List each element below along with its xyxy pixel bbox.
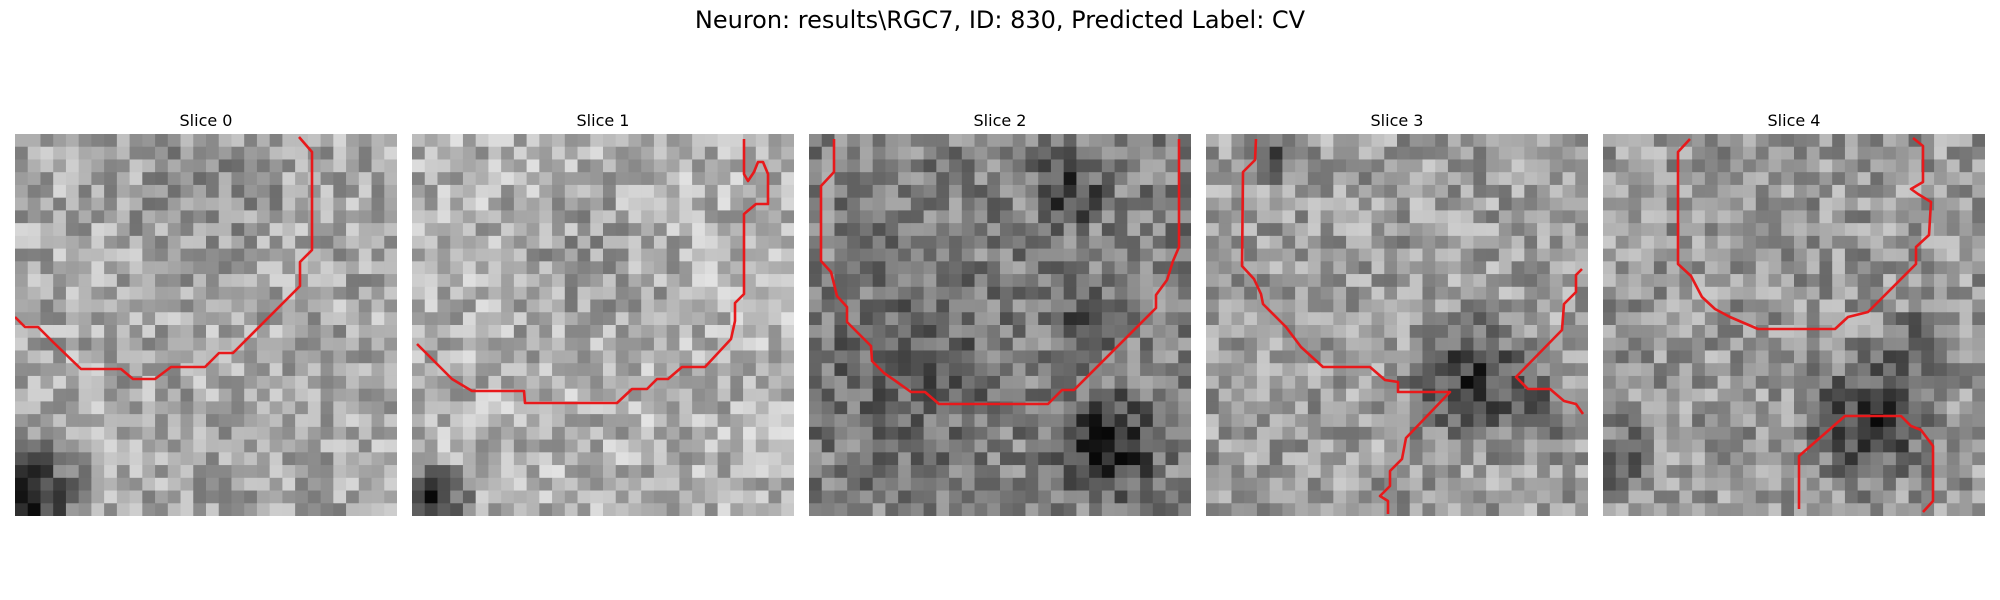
segmentation-contour [15, 136, 314, 381]
slice-panel-3: Slice 3 [1206, 110, 1588, 516]
slice-title: Slice 2 [973, 111, 1027, 130]
slice-image-0 [15, 134, 397, 516]
segmentation-contour [1514, 268, 1585, 415]
slice-panel-4: Slice 4 [1603, 110, 1985, 516]
segmentation-contour [819, 139, 1181, 406]
slice-image-1 [412, 134, 794, 516]
slice-title: Slice 0 [179, 111, 233, 130]
figure-title: Neuron: results\RGC7, ID: 830, Predicted… [694, 6, 1306, 34]
slice-panel-1: Slice 1 [412, 110, 794, 516]
slice-image-3 [1206, 134, 1588, 516]
slice-image-2 [809, 134, 1191, 516]
segmentation-contour [1676, 136, 1933, 331]
slice-panel-0: Slice 0 [15, 110, 397, 516]
segmentation-contour [1797, 414, 1935, 513]
segmentation-contour [1240, 138, 1452, 514]
slice-panel-2: Slice 2 [809, 110, 1191, 516]
slice-image-4 [1603, 134, 1985, 516]
slice-title: Slice 1 [576, 111, 630, 130]
slice-title: Slice 3 [1370, 111, 1424, 130]
segmentation-contour [416, 139, 770, 405]
slice-title: Slice 4 [1767, 111, 1821, 130]
